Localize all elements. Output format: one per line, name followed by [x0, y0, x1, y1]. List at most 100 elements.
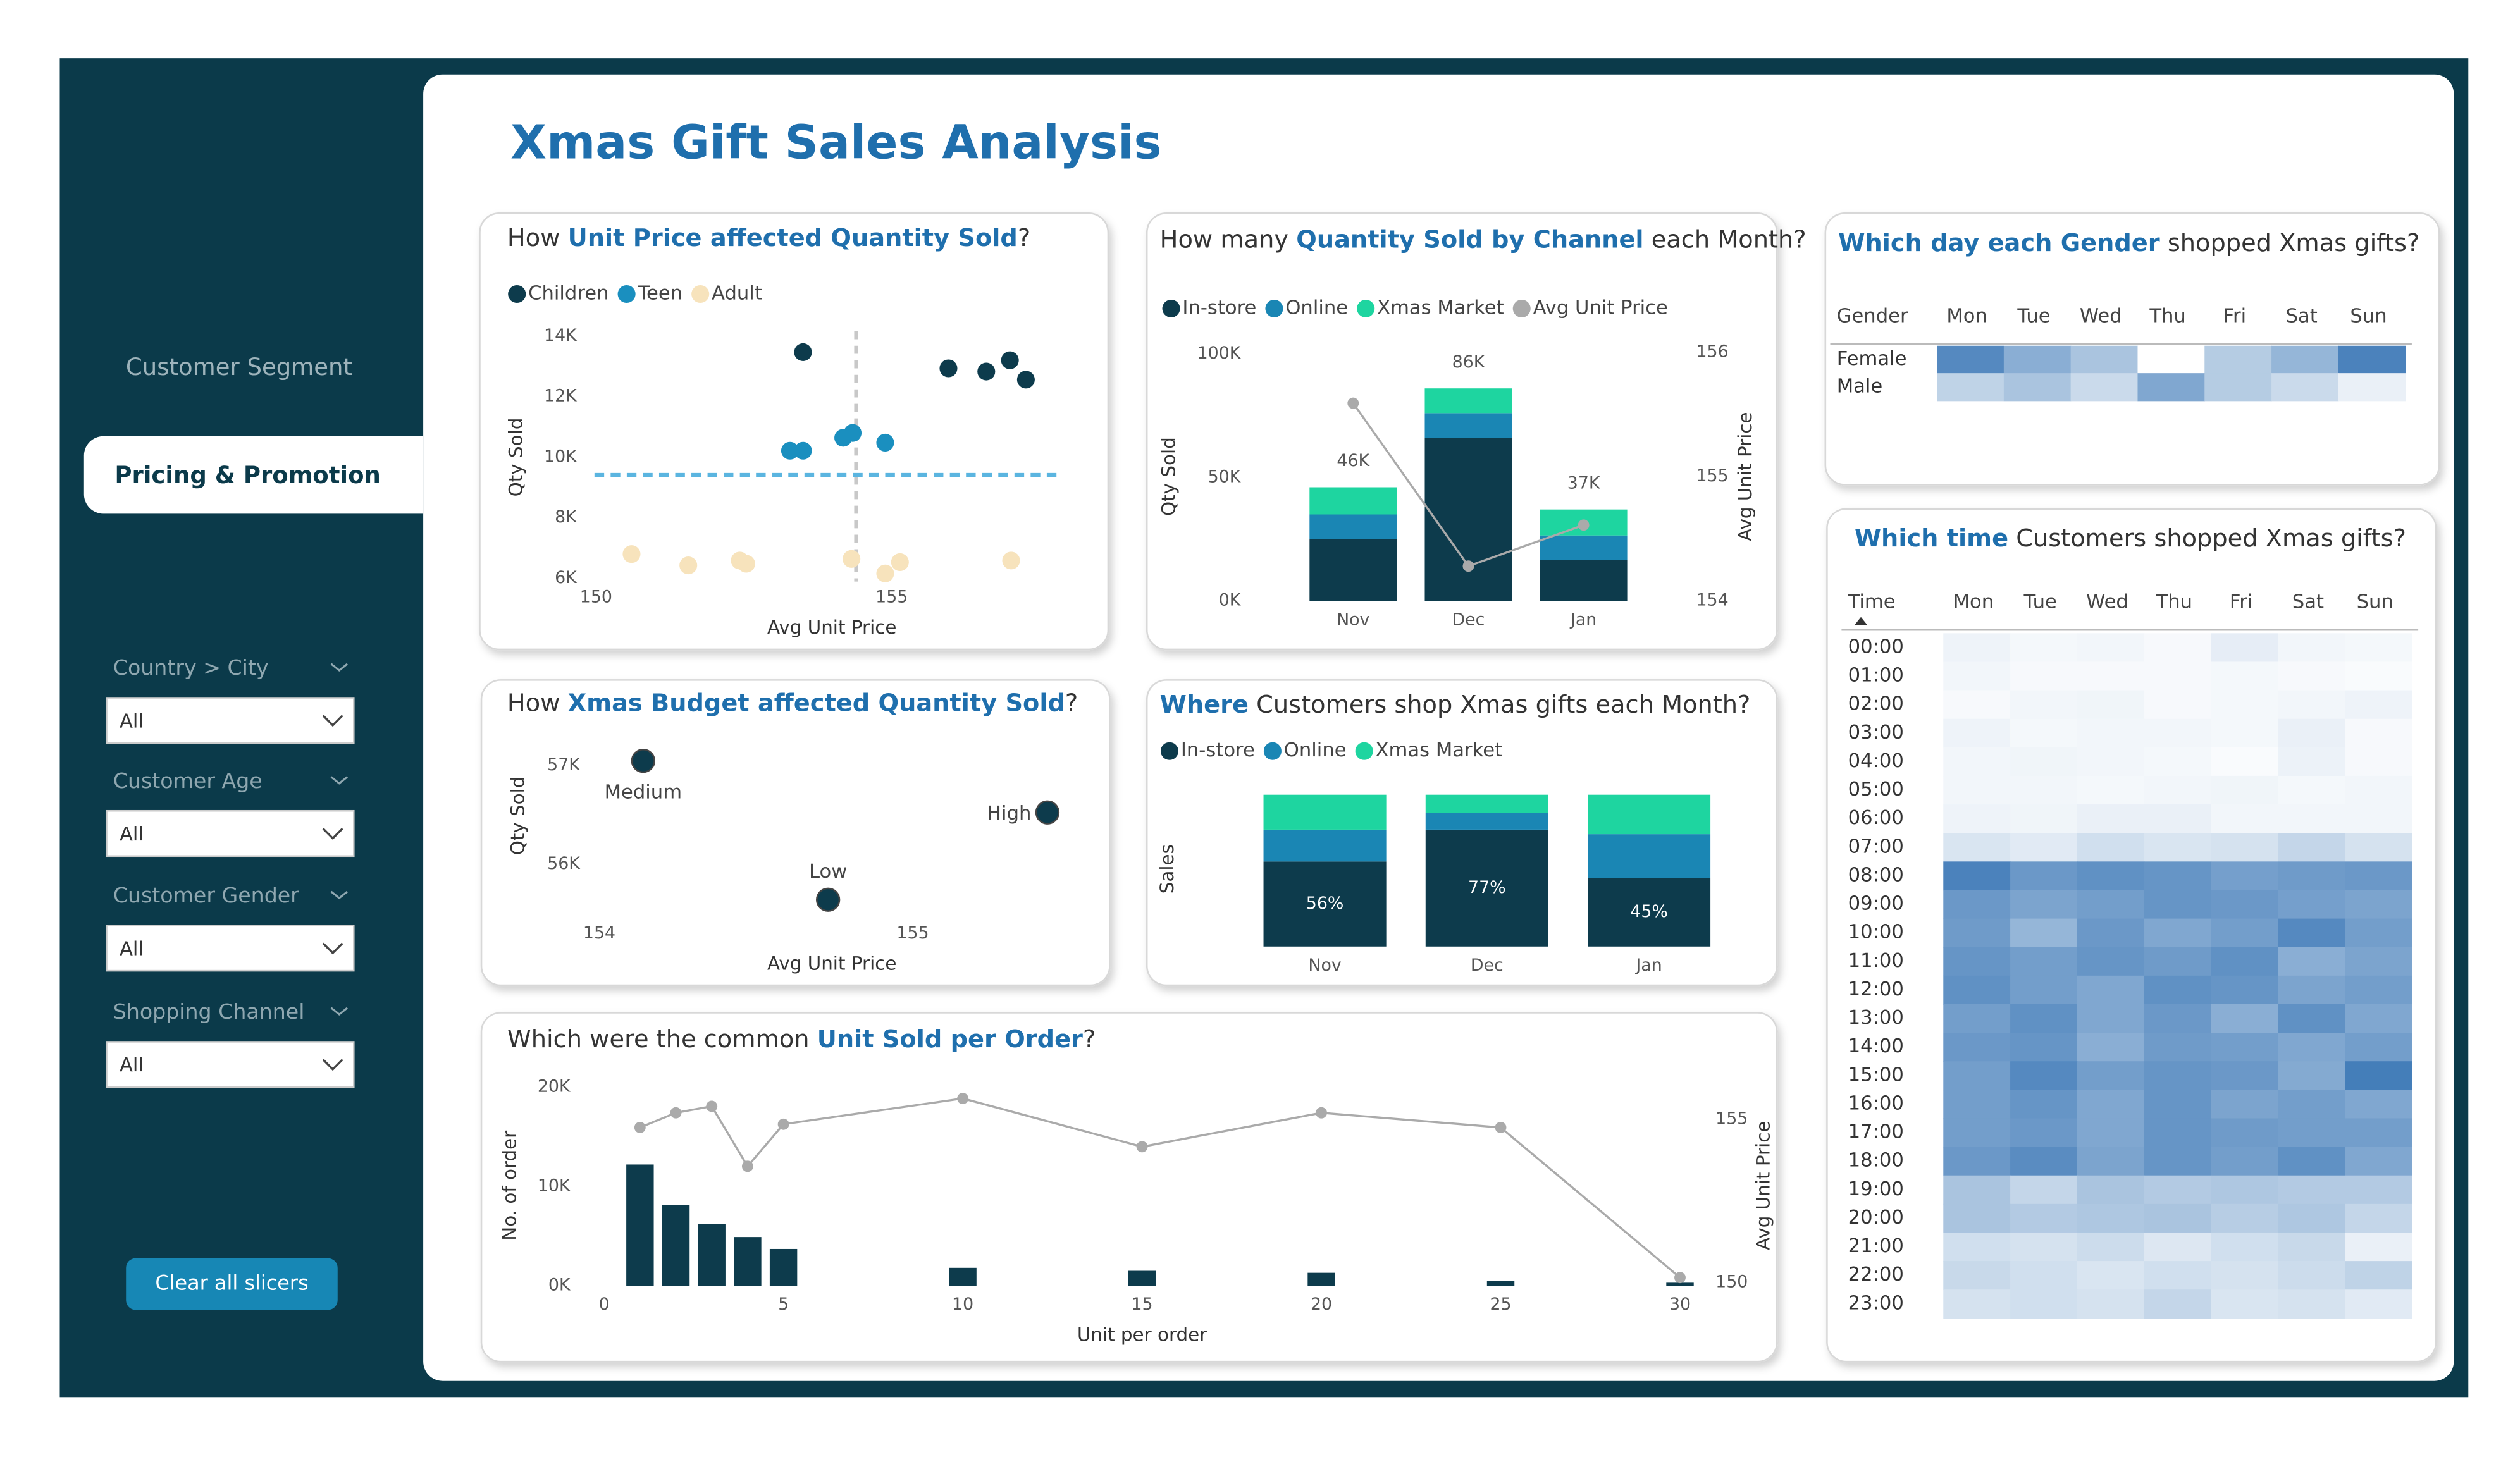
title-highlight: Xmas Budget affected Quantity Sold [568, 689, 1065, 717]
chevron [322, 715, 343, 727]
row-label: 11:00 [1848, 950, 1904, 972]
heat-cell [2211, 1203, 2279, 1233]
column-header: Tue [2023, 591, 2057, 613]
line-point [1578, 519, 1590, 531]
scatter-point [876, 564, 894, 582]
dropdown[interactable] [106, 1041, 355, 1088]
heat-cell [1943, 718, 2011, 748]
row-label: 01:00 [1848, 665, 1904, 687]
heat-cell [2010, 918, 2078, 948]
heat-cell [2278, 947, 2345, 976]
legend-label: In-store [1181, 739, 1255, 761]
line-point [1495, 1121, 1507, 1133]
heat-cell [2010, 690, 2078, 720]
scatter-point [679, 556, 698, 575]
heat-cell [2077, 861, 2145, 891]
dropdown[interactable] [106, 925, 355, 972]
heat-cell [2211, 1033, 2279, 1062]
heat-cell [2345, 1147, 2412, 1176]
legend-label: Xmas Market [1376, 739, 1503, 761]
legend-label: Adult [712, 283, 762, 305]
clear-button-label[interactable]: Clear all slicers [155, 1271, 308, 1295]
heat-cell [2010, 1118, 2078, 1148]
heat-cell [2010, 947, 2078, 976]
heat-cell [1943, 1061, 2011, 1091]
heat-cell [2077, 1232, 2145, 1262]
heat-cell [2077, 1261, 2145, 1290]
legend-marker [508, 285, 526, 304]
y-tick-label: 10K [544, 446, 578, 466]
dropdown[interactable] [106, 809, 355, 858]
title-highlight: Unit Price affected Quantity Sold [568, 224, 1018, 252]
heat-cell [1943, 1004, 2011, 1033]
heat-cell [1937, 345, 2004, 374]
clear-button[interactable] [126, 1258, 338, 1310]
heat-cell [1943, 1232, 2011, 1262]
line-point [1316, 1107, 1327, 1119]
point-label: Medium [605, 782, 682, 804]
y-tick-label: 100K [1197, 343, 1242, 363]
title-text: How [507, 689, 568, 717]
heat-cell [2144, 690, 2212, 720]
heat-cell [2345, 718, 2412, 748]
heat-cell [2077, 1203, 2145, 1233]
data-label: 77% [1468, 878, 1506, 897]
heat-cell [2345, 1203, 2412, 1233]
line-point [670, 1107, 682, 1119]
heat-cell [1943, 747, 2011, 777]
legend-label: Online [1285, 297, 1348, 319]
heat-cell [2010, 1147, 2078, 1176]
heat-cell [2144, 1061, 2212, 1091]
nav-tab[interactable]: Customer Segment [126, 353, 352, 381]
x-tick-label: Nov [1308, 956, 1341, 975]
heat-cell [2070, 345, 2139, 374]
row-label: 08:00 [1848, 864, 1904, 886]
heat-cell [2144, 661, 2212, 691]
bar-segment [1263, 794, 1387, 830]
y-axis-title: Qty Sold [1158, 437, 1179, 516]
bar [1307, 1272, 1335, 1286]
heat-cell [2345, 804, 2412, 833]
filter-label: Customer Gender [113, 883, 299, 907]
row-label: 05:00 [1848, 778, 1904, 801]
heat-cell [2204, 373, 2272, 402]
nav-tab[interactable]: Pricing & Promotion [114, 462, 381, 489]
heat-cell [2211, 633, 2279, 663]
column-header: Mon [1946, 305, 1987, 327]
legend-label: Xmas Market [1377, 297, 1504, 319]
y-tick-label: 20K [538, 1076, 571, 1096]
x-tick-label: 30 [1669, 1294, 1691, 1314]
bar [1128, 1270, 1156, 1286]
heat-cell [2010, 661, 2078, 691]
x-tick-label: 155 [875, 587, 908, 607]
y2-tick-label: 154 [1696, 591, 1728, 610]
line-point [634, 1121, 646, 1133]
heat-cell [2003, 373, 2072, 402]
y-tick-label: 0K [548, 1276, 571, 1295]
title-text: ? [1018, 224, 1030, 252]
x-axis-title: Unit per order [1077, 1324, 1208, 1346]
legend-marker [617, 285, 636, 304]
chevron [330, 776, 349, 785]
scatter-point [631, 748, 655, 773]
bar-segment [1263, 829, 1387, 862]
heat-cell [2077, 1118, 2145, 1148]
bar-segment [1263, 861, 1387, 947]
y-tick-label: 12K [544, 386, 578, 406]
title-text: each Month? [1644, 225, 1807, 254]
heat-cell [2204, 345, 2272, 374]
heat-cell [2144, 975, 2212, 1005]
heat-cell [2211, 661, 2279, 691]
heat-cell [2271, 373, 2339, 402]
dropdown[interactable] [106, 697, 355, 744]
heat-cell [2278, 918, 2345, 948]
heat-cell [2077, 1090, 2145, 1119]
heat-cell [2211, 947, 2279, 976]
column-header: Wed [2086, 591, 2128, 613]
chevron [322, 942, 343, 955]
heat-cell [2144, 804, 2212, 833]
scatter-point [843, 550, 861, 568]
title-text: shopped Xmas gifts? [2160, 228, 2420, 257]
dropdown-value: All [120, 938, 144, 960]
heat-cell [2211, 1118, 2279, 1148]
